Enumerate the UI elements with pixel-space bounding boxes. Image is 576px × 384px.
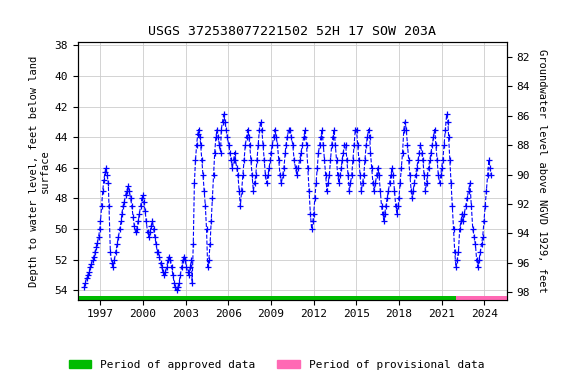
Y-axis label: Groundwater level above NGVD 1929, feet: Groundwater level above NGVD 1929, feet	[537, 49, 547, 293]
Y-axis label: Depth to water level, feet below land
surface: Depth to water level, feet below land su…	[29, 55, 50, 286]
Title: USGS 372538077221502 52H 17 SOW 203A: USGS 372538077221502 52H 17 SOW 203A	[148, 25, 437, 38]
Legend: Period of approved data, Period of provisional data: Period of approved data, Period of provi…	[65, 356, 488, 375]
